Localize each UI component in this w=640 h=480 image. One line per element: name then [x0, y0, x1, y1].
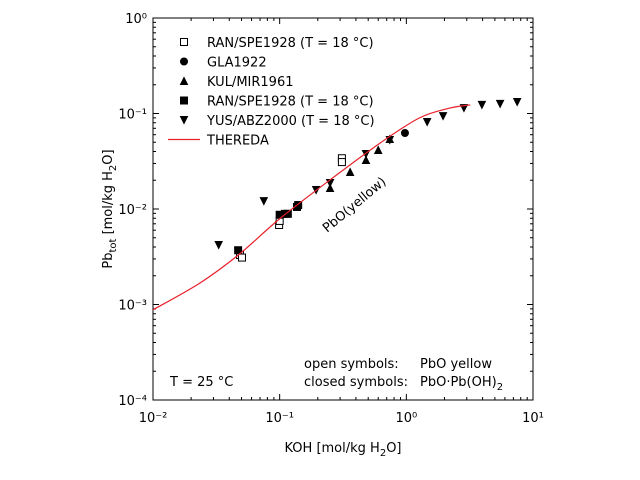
- point: [259, 197, 269, 206]
- point: [179, 116, 189, 125]
- y-label-sub: 2: [108, 165, 119, 171]
- y-tick-label: 10⁻²: [118, 203, 147, 218]
- open-label: open symbols:: [304, 357, 399, 372]
- legend-label: RAN/SPE1928 (T = 18 °C): [207, 36, 374, 51]
- y-label-part: Pb: [101, 253, 116, 269]
- y-label-sub: tot: [108, 239, 119, 253]
- point: [477, 100, 487, 110]
- point: [512, 97, 522, 107]
- x-label-part: KOH [mol/kg H: [284, 441, 379, 456]
- x-tick-label: 10⁻²: [139, 411, 168, 426]
- thereda-line: [152, 104, 471, 311]
- point: [214, 240, 223, 250]
- point: [400, 128, 409, 137]
- legend-label: RAN/SPE1928 (T = 18 °C): [207, 95, 374, 110]
- point: [361, 155, 371, 164]
- y-axis-label: Pbtot [mol/kg H2O]: [101, 149, 119, 268]
- point: [438, 112, 448, 121]
- point: [294, 201, 303, 210]
- closed-desc-sub: 2: [497, 382, 503, 393]
- point: [345, 167, 355, 177]
- legend-label: GLA1922: [207, 56, 267, 71]
- y-tick-label: 10⁻¹: [118, 108, 147, 123]
- point: [180, 38, 188, 46]
- point: [495, 99, 505, 109]
- legend-label: YUS/ABZ2000 (T = 18 °C): [206, 114, 375, 129]
- x-label-sub: 2: [380, 448, 386, 459]
- y-label-part: O]: [101, 149, 116, 164]
- closed-desc: PbO·Pb(OH)2: [420, 375, 503, 393]
- y-tick-label: 10⁰: [125, 12, 147, 27]
- x-axis-label: KOH [mol/kg H2O]: [284, 441, 401, 459]
- point: [422, 117, 432, 127]
- temperature-note: T = 25 °C: [169, 375, 233, 390]
- point: [373, 145, 383, 154]
- legend-label: THEREDA: [206, 134, 269, 149]
- closed-label: closed symbols:: [304, 375, 408, 390]
- point: [283, 209, 292, 218]
- x-tick-label: 10⁻¹: [265, 411, 294, 426]
- open-desc: PbO yellow: [420, 357, 492, 372]
- y-label-part: [mol/kg H: [101, 171, 116, 239]
- closed-desc-part: PbO·Pb(OH): [420, 375, 497, 390]
- point: [180, 57, 188, 66]
- point: [337, 158, 346, 167]
- y-tick-label: 10⁻³: [118, 299, 147, 314]
- y-tick-label: 10⁻⁴: [118, 394, 147, 409]
- point: [325, 183, 335, 192]
- point: [237, 253, 246, 262]
- point: [180, 96, 188, 105]
- x-label-part: O]: [386, 441, 401, 456]
- point: [234, 246, 243, 255]
- point: [179, 76, 189, 85]
- x-tick-label: 10⁰: [395, 411, 417, 426]
- x-tick-label: 10¹: [522, 411, 544, 426]
- legend-label: KUL/MIR1961: [207, 75, 293, 90]
